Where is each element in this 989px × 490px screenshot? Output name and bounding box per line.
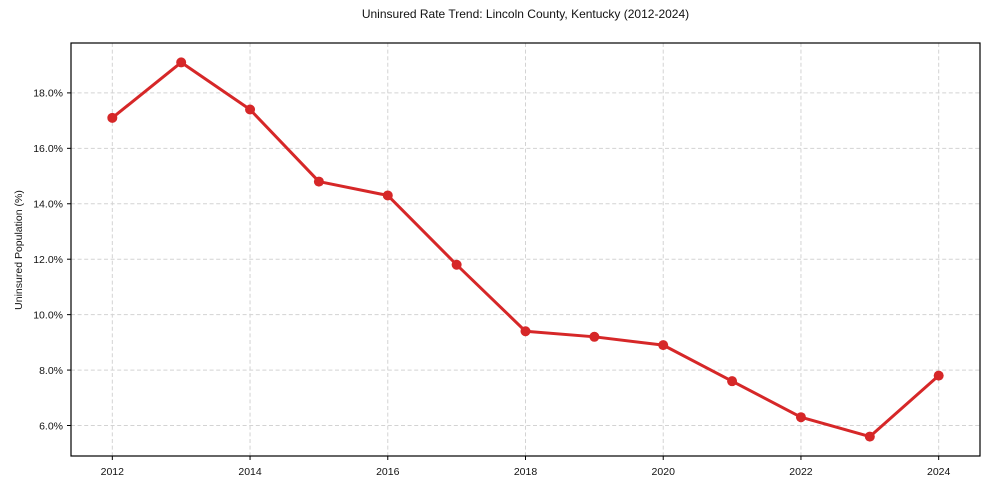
y-tick-label: 8.0% (39, 365, 63, 377)
data-point (520, 326, 531, 337)
chart-title: Uninsured Rate Trend: Lincoln County, Ke… (361, 7, 690, 21)
x-tick-label: 2020 (652, 466, 676, 478)
data-point (313, 176, 324, 187)
y-tick-label: 16.0% (33, 143, 63, 155)
y-tick-label: 10.0% (33, 309, 63, 321)
data-point (107, 112, 118, 123)
y-tick-label: 18.0% (33, 88, 63, 100)
y-tick-label: 6.0% (39, 420, 63, 432)
data-point (245, 104, 256, 115)
data-point (864, 431, 875, 442)
x-tick-label: 2022 (789, 466, 813, 478)
data-point (451, 259, 462, 270)
data-point (589, 331, 600, 342)
data-point (933, 370, 944, 381)
x-tick-label: 2018 (514, 466, 538, 478)
data-point (176, 57, 187, 68)
y-tick-label: 14.0% (33, 199, 63, 211)
x-tick-label: 2016 (376, 466, 400, 478)
y-axis-label: Uninsured Population (%) (13, 190, 25, 310)
x-tick-label: 2014 (238, 466, 262, 478)
data-point (795, 412, 806, 423)
y-tick-label: 12.0% (33, 254, 63, 266)
data-point (658, 340, 669, 351)
x-tick-label: 2024 (927, 466, 951, 478)
x-tick-label: 2012 (101, 466, 125, 478)
data-point (382, 190, 393, 201)
data-point (727, 376, 738, 387)
